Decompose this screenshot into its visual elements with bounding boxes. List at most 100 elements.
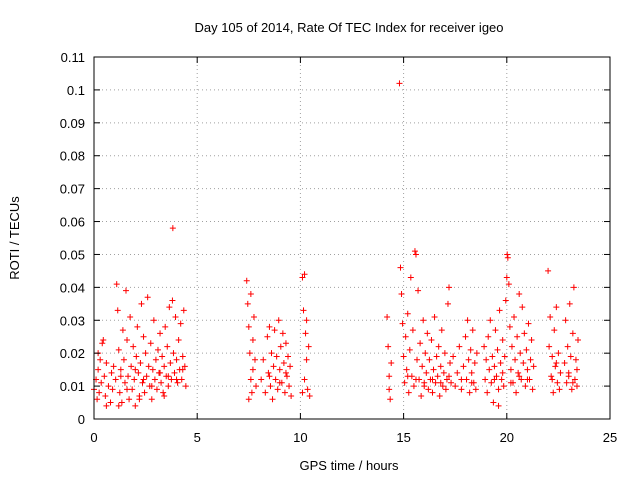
data-point [512,356,519,363]
data-point [267,383,274,390]
data-point [103,360,110,367]
data-point [505,281,512,288]
axis-ticks [93,56,611,420]
data-point [122,287,129,294]
data-point [245,323,252,330]
data-point [426,356,433,363]
data-point [108,369,115,376]
data-point [302,330,309,337]
data-point [180,307,187,314]
data-point [397,264,404,271]
data-point [570,284,577,291]
data-point [140,333,147,340]
data-point [429,389,436,396]
data-point [557,369,564,376]
data-point [119,327,126,334]
data-point [131,376,138,383]
data-point [164,343,171,350]
data-point [269,396,276,403]
data-point [516,290,523,297]
data-point [166,304,173,311]
data-point [497,360,504,367]
data-point [103,402,110,409]
data-point [507,379,514,386]
data-point [169,225,176,232]
data-point [400,353,407,360]
data-point [553,304,560,311]
data-point [110,363,117,370]
data-point [549,376,556,383]
data-point [388,360,395,367]
data-point [546,343,553,350]
data-point [130,343,137,350]
data-point [491,376,498,383]
data-point [404,373,411,380]
data-point [487,317,494,324]
x-axis-tick-labels: 0 5 10 15 20 25 [90,430,617,445]
data-point [142,350,149,357]
data-point [147,340,154,347]
data-point [286,383,293,390]
y-tick-label: 0.01 [60,379,85,394]
data-point [182,383,189,390]
data-point [572,356,579,363]
data-point [552,363,559,370]
data-point [491,363,498,370]
data-point [304,386,311,393]
data-point [412,376,419,383]
data-point [95,366,102,373]
y-tick-label: 0.03 [60,313,85,328]
data-point [561,360,568,367]
data-point [503,274,510,281]
data-point [137,360,144,367]
data-point [555,350,562,357]
data-point [281,389,288,396]
data-point [562,317,569,324]
data-point [522,383,529,390]
data-series-roti [91,80,582,409]
data-point [573,366,580,373]
data-point [411,248,418,255]
data-point [406,346,413,353]
data-point [447,360,454,367]
data-point [144,294,151,301]
data-point [496,307,503,314]
data-point [423,369,430,376]
data-point [120,356,127,363]
data-point [514,333,521,340]
data-point [276,366,283,373]
data-point [424,330,431,337]
data-point [148,396,155,403]
data-point [107,399,114,406]
x-tick-label: 25 [603,430,617,445]
data-point [161,363,168,370]
data-point [161,392,168,399]
data-point [432,379,439,386]
data-point [428,337,435,344]
data-point [125,373,132,380]
data-point [523,346,530,353]
data-point [460,363,467,370]
data-point [437,379,444,386]
data-point [414,356,421,363]
data-point [517,350,524,357]
data-point [571,376,578,383]
data-point [448,379,455,386]
data-point [524,376,531,383]
data-point [150,317,157,324]
data-point [272,376,279,383]
data-point [94,396,101,403]
data-point [116,389,123,396]
data-point [548,373,555,380]
data-point [134,323,141,330]
data-point [407,274,414,281]
data-point [159,353,166,360]
data-point [463,376,470,383]
data-point [157,330,164,337]
data-point [280,360,287,367]
data-point [456,343,463,350]
data-point [132,366,139,373]
data-point [444,300,451,307]
data-point [499,337,506,344]
